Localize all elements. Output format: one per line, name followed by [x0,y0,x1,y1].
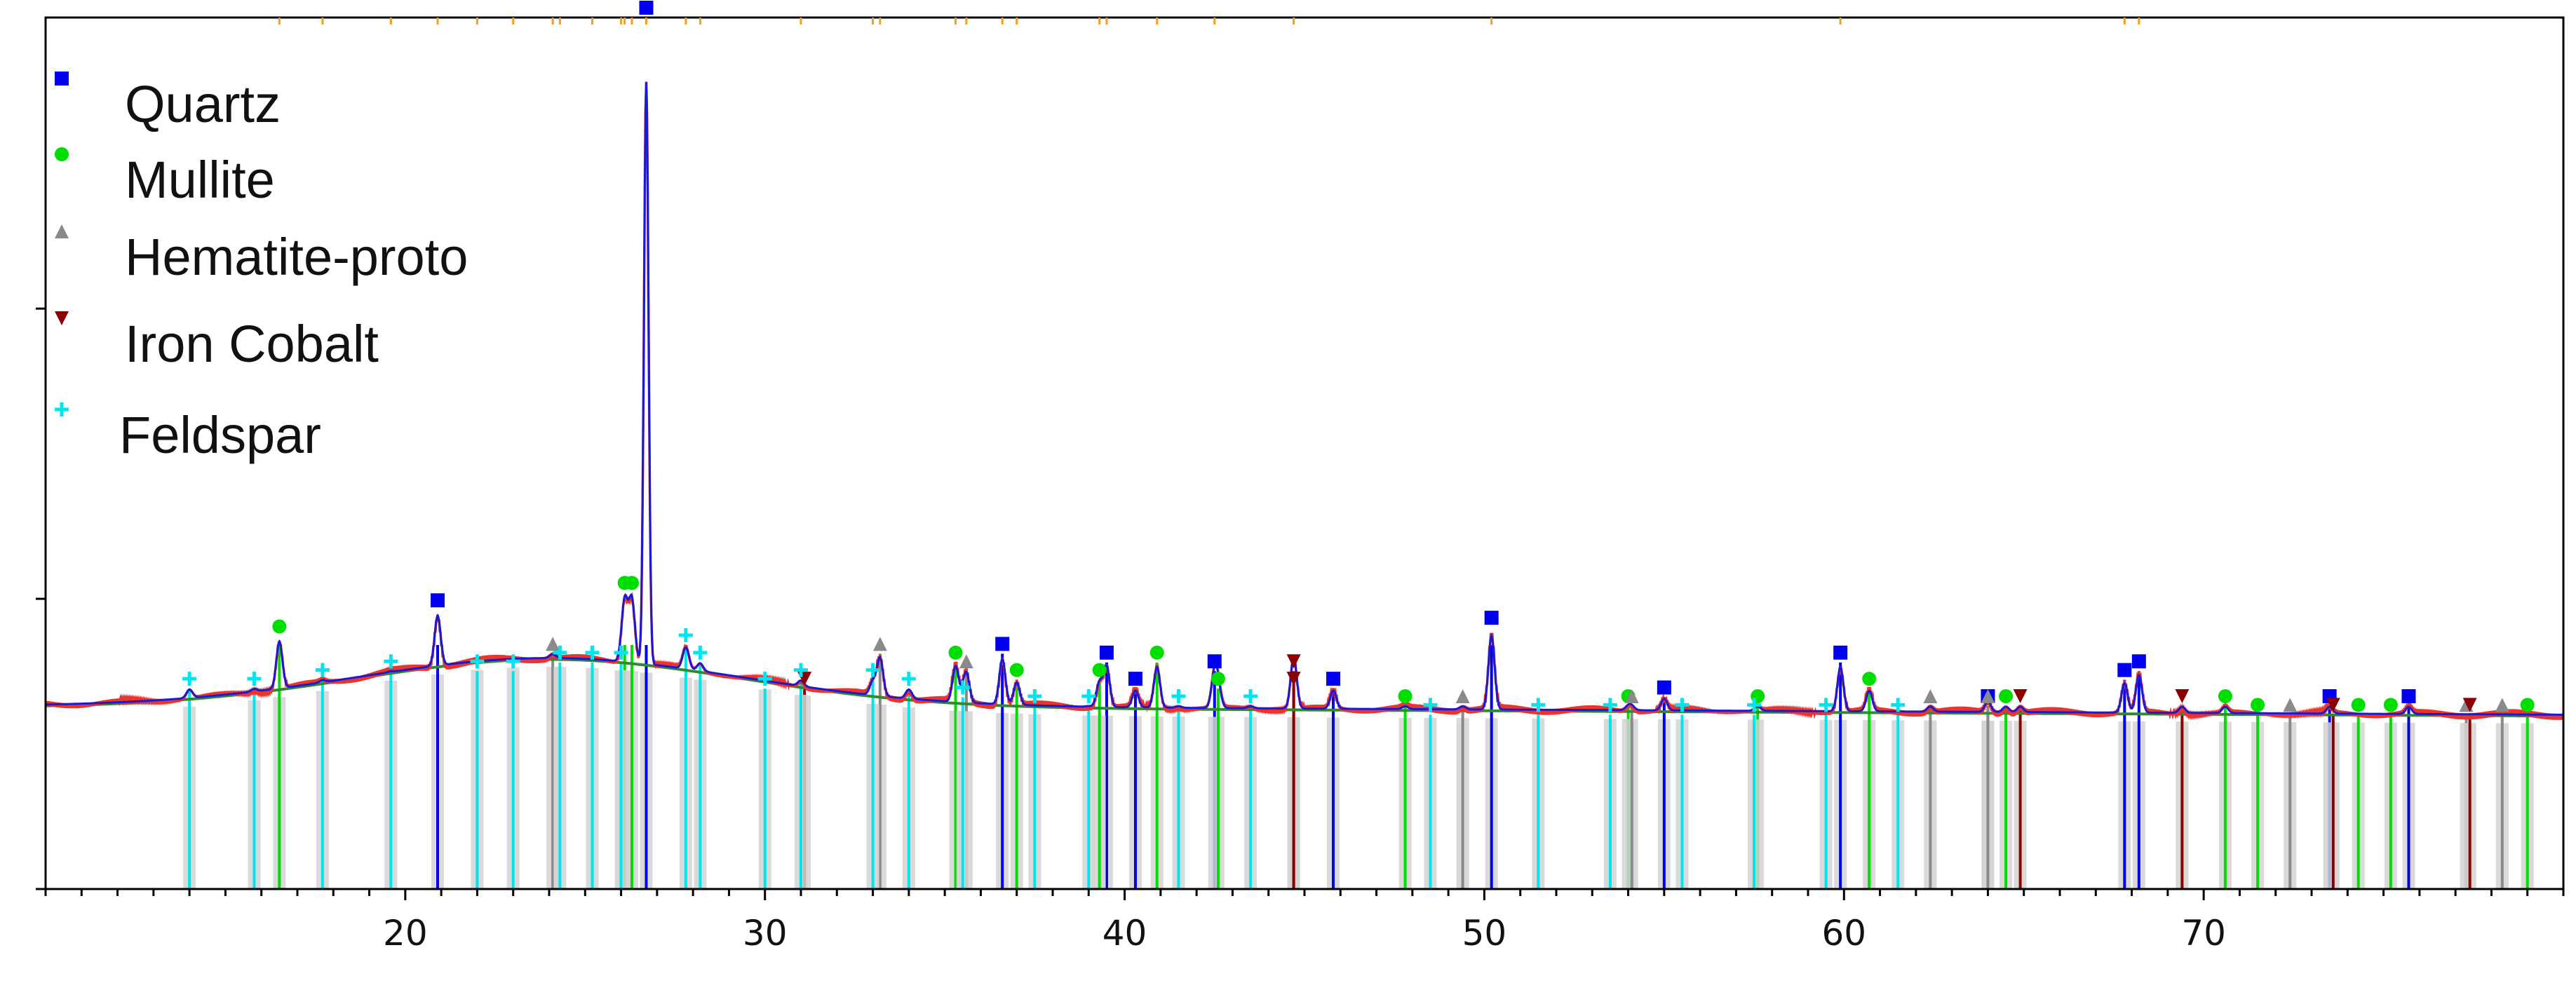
peak-marker-feldspar [955,680,970,695]
peak-marker-feldspar [384,654,398,669]
peak-marker-quartz [1099,645,1114,660]
peak-marker-feldspar [553,645,567,660]
peak-marker-feldspar [1027,689,1042,703]
peak-marker-feldspar [901,672,916,686]
peak-marker-hematite-proto [959,654,973,669]
peak-marker-feldspar [470,654,485,669]
peak-marker-quartz [2131,654,2146,669]
peak-marker-quartz [1128,672,1142,686]
legend: Quartz Mullite Hematite-proto Iron Cobalt Fe… [55,72,468,464]
x-tick-label: 70 [2181,913,2226,954]
legend-item-feldspar: Feldspar [55,402,321,464]
peak-marker-quartz [2117,663,2132,677]
legend-item-hematite-proto: Hematite-proto [55,224,468,286]
legend-item-quartz: Quartz [55,72,281,133]
legend-label: Quartz [125,75,281,133]
x-tick-label: 30 [743,913,788,954]
peak-marker-hematite-proto [1981,689,1995,703]
peak-marker-feldspar [865,663,880,677]
measured-pattern [44,81,2565,721]
peak-marker-mullite [2383,698,2398,712]
peak-marker-quartz [1207,654,1222,669]
peak-marker-hematite-proto [1923,689,1938,703]
peak-marker-feldspar [1819,698,1833,712]
legend-label: Mullite [125,151,275,209]
peak-marker-mullite [1999,689,2014,703]
peak-marker-mullite [1398,689,1412,703]
peak-marker-hematite-proto [2283,698,2298,712]
peak-marker-mullite [948,645,963,660]
peak-marker-hematite-proto [2495,698,2509,712]
peak-marker-iron-cobalt [1286,672,1301,686]
x-tick-label: 50 [1462,913,1507,954]
legend-marker-hematite-proto [55,224,69,238]
peak-marker-quartz [995,637,1010,651]
peak-marker-feldspar [506,654,520,669]
peak-marker-mullite [2351,698,2366,712]
peak-marker-quartz [639,1,654,15]
peak-markers [182,1,2535,712]
peak-marker-feldspar [1243,689,1258,703]
peak-marker-feldspar [1747,698,1762,712]
peak-marker-quartz [1326,672,1341,686]
axes: 20 30 40 50 60 70 [36,16,2565,954]
peak-marker-feldspar [182,672,197,686]
peak-marker-feldspar [1603,698,1617,712]
legend-marker-quartz [55,72,69,86]
peak-marker-hematite-proto [872,637,887,651]
peak-marker-feldspar [315,663,330,677]
legend-label: Feldspar [119,406,321,464]
peak-marker-iron-cobalt [2175,689,2190,703]
peak-marker-mullite [2520,698,2535,712]
peak-marker-feldspar [247,672,262,686]
peak-marker-feldspar [1423,698,1438,712]
peak-marker-feldspar [1891,698,1906,712]
legend-marker-mullite [55,147,69,161]
legend-item-iron-cobalt: Iron Cobalt [55,311,379,373]
peak-marker-mullite [1211,672,1225,686]
peak-marker-feldspar [794,663,808,677]
peak-marker-feldspar [585,645,600,660]
peak-marker-quartz [1657,680,1671,695]
legend-label: Hematite-proto [125,228,468,286]
fitted-pattern [46,82,2563,716]
peak-marker-feldspar [693,645,708,660]
peak-marker-quartz [431,593,445,608]
peak-marker-iron-cobalt [2013,689,2028,703]
peak-marker-feldspar [614,645,628,660]
peak-marker-mullite [272,619,287,634]
peak-marker-feldspar [1081,689,1096,703]
peak-marker-quartz [1484,611,1499,625]
peak-marker-mullite [1009,663,1024,677]
legend-marker-iron-cobalt [55,311,69,325]
peak-marker-feldspar [1531,698,1546,712]
peak-marker-feldspar [678,628,693,642]
peak-marker-hematite-proto [1624,689,1639,703]
peak-marker-feldspar [1675,698,1690,712]
peak-marker-hematite-proto [1455,689,1470,703]
x-tick-label: 40 [1102,913,1147,954]
peak-marker-iron-cobalt [2326,698,2340,712]
peak-marker-mullite [1862,672,1877,686]
legend-label: Iron Cobalt [125,315,379,373]
peak-marker-mullite [1149,645,1164,660]
peak-marker-mullite [2218,689,2232,703]
pattern-curves [44,81,2565,721]
legend-marker-feldspar [55,402,69,416]
peak-marker-quartz [2401,689,2416,703]
x-tick-label: 60 [1821,913,1866,954]
peak-marker-feldspar [757,672,772,686]
peak-marker-iron-cobalt [2462,698,2477,712]
peak-marker-mullite [2251,698,2265,712]
peak-marker-mullite [1092,663,1107,677]
peak-marker-quartz [1833,645,1848,660]
peak-marker-mullite [624,576,639,590]
legend-item-mullite: Mullite [55,147,275,209]
reference-lines [183,644,2534,889]
peak-marker-iron-cobalt [1286,654,1301,669]
peak-marker-hematite-proto [546,637,560,651]
x-tick-label: 20 [383,913,428,954]
peak-marker-feldspar [1171,689,1186,703]
